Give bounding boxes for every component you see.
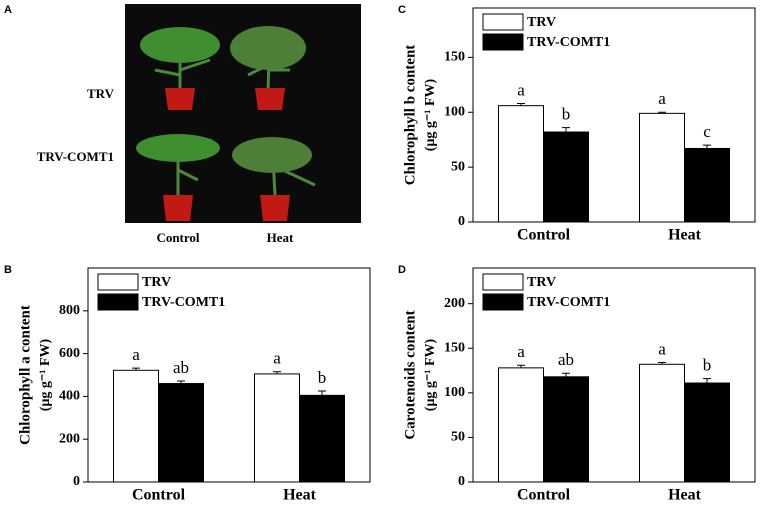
legend-swatch: [482, 13, 524, 31]
y-axis-unit: (μg g⁻¹ FW): [423, 338, 438, 411]
y-tick-label: 200: [444, 296, 465, 311]
error-bar: [132, 367, 140, 371]
error-bar: [562, 127, 570, 133]
y-tick-label: 400: [59, 389, 80, 404]
panel-label: D: [398, 264, 406, 276]
bar: [543, 376, 589, 483]
row-label: TRV: [87, 86, 115, 101]
significance-letter: b: [562, 105, 571, 124]
error-bar: [703, 144, 711, 149]
legend-label: TRV: [142, 275, 171, 290]
x-tick-label: Control: [132, 487, 186, 504]
chart-panel: D 0 50 100 150 200 Carotenoids content (μg g⁻¹ …: [398, 264, 756, 504]
foliage: [136, 26, 312, 173]
significance-letter: a: [517, 80, 525, 99]
error-bar: [703, 378, 711, 384]
legend-label: TRV-COMT1: [527, 295, 610, 310]
y-tick-label: 0: [73, 474, 80, 489]
y-axis-label: Carotenoids content: [402, 310, 418, 439]
x-tick-label: Heat: [668, 227, 702, 244]
y-axis-label: Chlorophyll b content: [402, 45, 418, 186]
x-tick-label: Control: [517, 487, 571, 504]
significance-letter: a: [132, 345, 140, 364]
y-tick-label: 100: [444, 104, 465, 119]
error-bar: [517, 102, 525, 106]
error-bar: [177, 380, 185, 384]
legend-swatch: [482, 293, 524, 311]
column-label: Heat: [267, 230, 294, 245]
x-tick-label: Heat: [668, 487, 702, 504]
legend-swatch: [482, 33, 524, 51]
bar: [254, 373, 300, 483]
legend-label: TRV: [527, 275, 556, 290]
significance-letter: a: [658, 339, 666, 358]
y-tick-label: 50: [451, 159, 465, 174]
panel-label: A: [4, 4, 12, 16]
panel-label: C: [398, 4, 406, 16]
y-axis-unit: (μg g⁻¹ FW): [38, 338, 53, 411]
pot: [163, 88, 290, 221]
significance-letter: ab: [173, 358, 189, 377]
y-tick-label: 150: [444, 340, 465, 355]
legend-swatch: [97, 293, 139, 311]
y-axis-unit: (μg g⁻¹ FW): [423, 78, 438, 151]
y-tick-label: 200: [59, 431, 80, 446]
error-bar: [658, 362, 666, 365]
bar: [113, 369, 159, 483]
significance-letter: ab: [558, 350, 574, 369]
bar: [498, 367, 544, 483]
error-bar: [517, 364, 525, 368]
plot-frame: [472, 7, 756, 223]
bar: [543, 131, 589, 223]
significance-letter: b: [703, 355, 712, 374]
significance-letter: a: [517, 342, 525, 361]
legend-swatch: [482, 273, 524, 291]
row-label: TRV-COMT1: [37, 149, 114, 164]
plot-frame: [87, 267, 371, 483]
error-bar: [273, 371, 281, 374]
bar: [299, 394, 345, 483]
bar: [639, 112, 685, 223]
y-tick-label: 100: [444, 385, 465, 400]
x-tick-label: Control: [517, 227, 571, 244]
significance-letter: b: [318, 368, 327, 387]
y-tick-label: 0: [458, 214, 465, 229]
y-tick-label: 600: [59, 346, 80, 361]
x-tick-label: Heat: [283, 487, 317, 504]
bar: [158, 383, 204, 483]
error-bar: [562, 372, 570, 377]
y-tick-label: 0: [458, 474, 465, 489]
significance-letter: a: [273, 349, 281, 368]
plot-frame: [472, 267, 756, 483]
chart-panel: C 0 50 100 150 Chlorophyll b content (μg g⁻¹ F…: [398, 4, 756, 244]
legend-label: TRV: [527, 15, 556, 30]
column-label: Control: [156, 230, 199, 245]
y-axis-label: Chlorophyll a content: [17, 305, 33, 445]
legend-swatch: [97, 273, 139, 291]
photo-panel: A TRV TRV-COMT1 Control Heat: [4, 4, 361, 245]
legend-label: TRV-COMT1: [527, 35, 610, 50]
chart-panel: B 0 200 400 600 800 Chlorophyll a content (μg g…: [4, 264, 371, 504]
bar: [684, 382, 730, 483]
bar: [498, 105, 544, 223]
y-tick-label: 800: [59, 303, 80, 318]
bar: [684, 147, 730, 223]
error-bar: [658, 111, 666, 114]
error-bar: [318, 390, 326, 396]
panel-label: B: [4, 264, 12, 276]
legend-label: TRV-COMT1: [142, 295, 225, 310]
bar: [639, 363, 685, 483]
y-tick-label: 50: [451, 430, 465, 445]
y-tick-label: 150: [444, 50, 465, 65]
significance-letter: c: [703, 122, 711, 141]
significance-letter: a: [658, 89, 666, 108]
